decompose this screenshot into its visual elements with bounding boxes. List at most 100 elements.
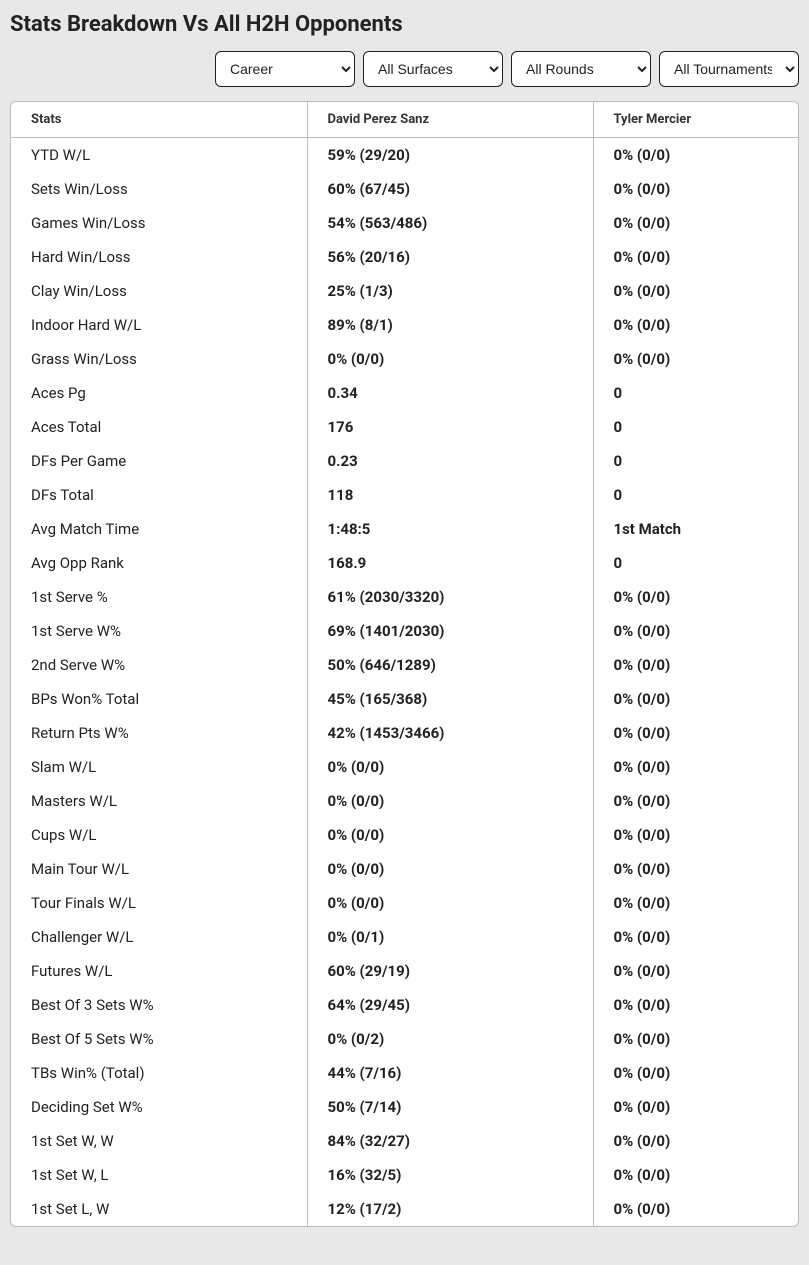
- table-row: DFs Per Game0.230: [11, 444, 798, 478]
- table-row: Indoor Hard W/L89% (8/1)0% (0/0): [11, 308, 798, 342]
- stat-value-player1: 45% (165/368): [307, 682, 593, 716]
- table-row: Grass Win/Loss0% (0/0)0% (0/0): [11, 342, 798, 376]
- stat-label: YTD W/L: [11, 138, 307, 173]
- stat-value-player2: 0% (0/0): [593, 716, 798, 750]
- stat-label: Cups W/L: [11, 818, 307, 852]
- stat-label: Futures W/L: [11, 954, 307, 988]
- table-row: TBs Win% (Total)44% (7/16)0% (0/0): [11, 1056, 798, 1090]
- table-row: Cups W/L0% (0/0)0% (0/0): [11, 818, 798, 852]
- stat-label: Avg Opp Rank: [11, 546, 307, 580]
- table-row: Sets Win/Loss60% (67/45)0% (0/0): [11, 172, 798, 206]
- stat-label: TBs Win% (Total): [11, 1056, 307, 1090]
- stat-value-player1: 0% (0/0): [307, 750, 593, 784]
- stat-value-player2: 0% (0/0): [593, 648, 798, 682]
- stat-label: 1st Set W, W: [11, 1124, 307, 1158]
- table-row: Aces Total1760: [11, 410, 798, 444]
- stat-value-player2: 0% (0/0): [593, 308, 798, 342]
- stat-label: Deciding Set W%: [11, 1090, 307, 1124]
- table-row: Deciding Set W%50% (7/14)0% (0/0): [11, 1090, 798, 1124]
- stat-value-player1: 0% (0/0): [307, 852, 593, 886]
- stat-label: Slam W/L: [11, 750, 307, 784]
- stat-value-player2: 0% (0/0): [593, 682, 798, 716]
- stat-value-player1: 1:48:5: [307, 512, 593, 546]
- period-select[interactable]: Career: [215, 51, 355, 87]
- stat-value-player2: 0% (0/0): [593, 1022, 798, 1056]
- table-row: Hard Win/Loss56% (20/16)0% (0/0): [11, 240, 798, 274]
- stat-value-player2: 0% (0/0): [593, 920, 798, 954]
- stat-value-player1: 61% (2030/3320): [307, 580, 593, 614]
- stat-label: Return Pts W%: [11, 716, 307, 750]
- stat-value-player1: 0.23: [307, 444, 593, 478]
- stat-value-player1: 118: [307, 478, 593, 512]
- stat-value-player1: 64% (29/45): [307, 988, 593, 1022]
- stat-value-player2: 0% (0/0): [593, 1056, 798, 1090]
- stats-card: Stats David Perez Sanz Tyler Mercier YTD…: [10, 101, 799, 1227]
- tournament-select[interactable]: All Tournaments: [659, 51, 799, 87]
- stat-value-player1: 56% (20/16): [307, 240, 593, 274]
- table-row: YTD W/L59% (29/20)0% (0/0): [11, 138, 798, 173]
- table-row: Main Tour W/L0% (0/0)0% (0/0): [11, 852, 798, 886]
- round-select[interactable]: All Rounds: [511, 51, 651, 87]
- table-row: Avg Opp Rank168.90: [11, 546, 798, 580]
- stat-value-player2: 0% (0/0): [593, 580, 798, 614]
- stat-value-player2: 0% (0/0): [593, 784, 798, 818]
- table-row: DFs Total1180: [11, 478, 798, 512]
- stat-value-player1: 50% (646/1289): [307, 648, 593, 682]
- table-row: 2nd Serve W%50% (646/1289)0% (0/0): [11, 648, 798, 682]
- table-row: Return Pts W%42% (1453/3466)0% (0/0): [11, 716, 798, 750]
- stat-value-player1: 0% (0/0): [307, 342, 593, 376]
- table-row: 1st Set W, L16% (32/5)0% (0/0): [11, 1158, 798, 1192]
- col-header-player2: Tyler Mercier: [593, 102, 798, 138]
- table-row: Slam W/L0% (0/0)0% (0/0): [11, 750, 798, 784]
- stat-label: Indoor Hard W/L: [11, 308, 307, 342]
- stat-value-player2: 0% (0/0): [593, 852, 798, 886]
- stat-value-player1: 25% (1/3): [307, 274, 593, 308]
- table-row: 1st Serve %61% (2030/3320)0% (0/0): [11, 580, 798, 614]
- stat-label: Challenger W/L: [11, 920, 307, 954]
- stat-label: 2nd Serve W%: [11, 648, 307, 682]
- stat-value-player1: 0% (0/1): [307, 920, 593, 954]
- stat-value-player1: 69% (1401/2030): [307, 614, 593, 648]
- stat-label: DFs Per Game: [11, 444, 307, 478]
- stat-value-player2: 0% (0/0): [593, 988, 798, 1022]
- table-row: Tour Finals W/L0% (0/0)0% (0/0): [11, 886, 798, 920]
- stat-value-player2: 0% (0/0): [593, 818, 798, 852]
- stat-value-player1: 60% (67/45): [307, 172, 593, 206]
- stat-value-player1: 0% (0/0): [307, 886, 593, 920]
- stat-value-player1: 42% (1453/3466): [307, 716, 593, 750]
- table-row: Clay Win/Loss25% (1/3)0% (0/0): [11, 274, 798, 308]
- stat-value-player1: 50% (7/14): [307, 1090, 593, 1124]
- stat-value-player1: 168.9: [307, 546, 593, 580]
- stat-value-player2: 0% (0/0): [593, 1090, 798, 1124]
- stat-label: Best Of 3 Sets W%: [11, 988, 307, 1022]
- stat-value-player2: 0% (0/0): [593, 138, 798, 173]
- stat-value-player1: 0.34: [307, 376, 593, 410]
- stat-value-player2: 0% (0/0): [593, 1124, 798, 1158]
- stat-value-player2: 1st Match: [593, 512, 798, 546]
- table-row: Games Win/Loss54% (563/486)0% (0/0): [11, 206, 798, 240]
- stat-value-player2: 0% (0/0): [593, 206, 798, 240]
- stat-value-player1: 0% (0/0): [307, 784, 593, 818]
- surface-select[interactable]: All Surfaces: [363, 51, 503, 87]
- stat-label: Aces Total: [11, 410, 307, 444]
- stat-value-player2: 0: [593, 376, 798, 410]
- stat-label: Hard Win/Loss: [11, 240, 307, 274]
- stat-value-player2: 0% (0/0): [593, 954, 798, 988]
- stat-value-player1: 44% (7/16): [307, 1056, 593, 1090]
- table-row: Masters W/L0% (0/0)0% (0/0): [11, 784, 798, 818]
- stat-value-player2: 0: [593, 478, 798, 512]
- stat-value-player2: 0: [593, 410, 798, 444]
- table-row: Best Of 3 Sets W%64% (29/45)0% (0/0): [11, 988, 798, 1022]
- stat-value-player1: 176: [307, 410, 593, 444]
- stat-label: Clay Win/Loss: [11, 274, 307, 308]
- stat-value-player2: 0% (0/0): [593, 240, 798, 274]
- col-header-stats: Stats: [11, 102, 307, 138]
- table-row: Avg Match Time1:48:51st Match: [11, 512, 798, 546]
- stat-value-player1: 12% (17/2): [307, 1192, 593, 1226]
- table-row: Best Of 5 Sets W%0% (0/2)0% (0/0): [11, 1022, 798, 1056]
- stat-label: Games Win/Loss: [11, 206, 307, 240]
- stat-label: 1st Set W, L: [11, 1158, 307, 1192]
- stat-label: Main Tour W/L: [11, 852, 307, 886]
- table-row: Challenger W/L0% (0/1)0% (0/0): [11, 920, 798, 954]
- stat-label: Avg Match Time: [11, 512, 307, 546]
